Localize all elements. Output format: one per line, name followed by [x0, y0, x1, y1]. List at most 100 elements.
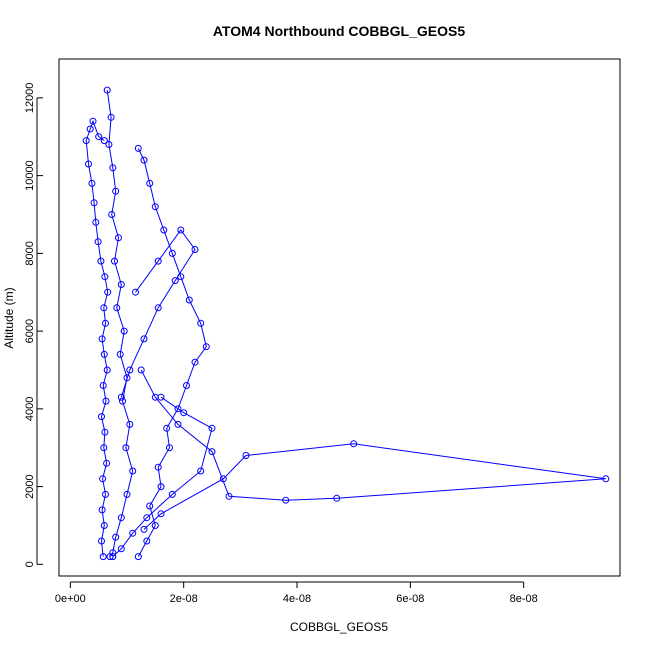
data-point	[143, 514, 151, 522]
data-point	[166, 444, 173, 452]
data-point	[219, 475, 227, 483]
data-point	[157, 510, 165, 518]
data-point	[177, 226, 185, 234]
data-point	[100, 522, 108, 529]
data-point	[132, 288, 139, 296]
data-point	[117, 393, 125, 401]
chart-title: ATOM4 Northbound COBBGL_GEOS5	[213, 23, 465, 39]
y-tick-label: 6000	[24, 319, 36, 343]
data-point	[225, 492, 233, 500]
data-point	[99, 382, 107, 389]
data-point	[191, 358, 199, 366]
data-point	[95, 133, 103, 141]
data-point	[82, 137, 90, 145]
data-point	[126, 420, 134, 428]
data-point	[98, 413, 105, 421]
data-point	[97, 257, 105, 265]
data-point	[102, 397, 110, 405]
data-point	[103, 86, 111, 94]
series-layer	[82, 86, 610, 561]
data-point	[174, 405, 182, 413]
data-point	[99, 553, 107, 561]
data-point	[120, 327, 128, 335]
data-point	[116, 350, 124, 358]
data-point	[98, 537, 105, 545]
series-line	[137, 148, 207, 557]
data-point	[140, 335, 148, 343]
data-point	[191, 246, 199, 253]
data-point	[117, 514, 125, 522]
data-point	[134, 144, 142, 152]
data-point	[151, 522, 159, 529]
data-point	[94, 238, 102, 246]
flight-segment	[82, 117, 112, 561]
data-point	[100, 304, 108, 312]
x-tick-label: 6e-08	[396, 593, 424, 605]
data-point	[180, 409, 188, 417]
data-point	[100, 444, 108, 452]
data-point	[123, 374, 131, 382]
data-point	[99, 475, 107, 483]
data-point	[122, 444, 130, 452]
x-axis: 0e+00 2e-08 4e-08 6e-08 8e-08	[55, 581, 538, 605]
y-tick-label: 12000	[24, 83, 36, 114]
data-point	[100, 350, 108, 358]
data-point	[154, 304, 162, 312]
data-point	[107, 113, 115, 121]
plot-area	[58, 58, 621, 577]
data-point	[90, 199, 98, 207]
data-point	[105, 141, 113, 148]
data-point	[183, 382, 190, 389]
data-point	[104, 288, 112, 296]
flight-segment	[134, 144, 210, 561]
data-point	[102, 490, 109, 498]
series-line	[140, 369, 606, 530]
data-point	[111, 257, 118, 265]
data-point	[168, 490, 176, 498]
data-point	[350, 440, 358, 448]
data-point	[109, 553, 117, 561]
data-point	[333, 494, 341, 502]
data-point	[197, 319, 205, 327]
flight-segment	[109, 393, 216, 561]
data-point	[140, 156, 148, 164]
x-tick-label: 0e+00	[55, 593, 86, 605]
data-point	[163, 424, 171, 432]
series-line	[112, 396, 213, 557]
y-axis: 0 2000 4000 6000 8000 10000 12000	[24, 83, 43, 567]
data-point	[101, 273, 109, 281]
data-point	[197, 467, 205, 475]
data-point	[88, 179, 96, 187]
data-point	[208, 448, 216, 456]
y-tick-label: 4000	[24, 397, 36, 421]
data-point	[185, 296, 193, 304]
data-point	[174, 420, 182, 428]
data-point	[108, 211, 116, 218]
data-point	[102, 319, 109, 327]
data-point	[85, 160, 92, 168]
data-point	[143, 537, 151, 545]
data-point	[129, 467, 137, 475]
data-point	[115, 234, 122, 242]
data-point	[129, 529, 137, 537]
data-point	[112, 533, 120, 541]
y-axis-label: Altitude (m)	[2, 287, 16, 348]
data-point	[160, 226, 168, 234]
data-point	[151, 203, 159, 211]
data-point	[168, 249, 176, 257]
data-point	[123, 490, 131, 498]
flight-segment	[117, 226, 199, 401]
y-tick-label: 10000	[24, 160, 36, 191]
y-tick-label: 2000	[24, 474, 36, 498]
data-point	[126, 366, 134, 374]
series-line	[120, 229, 196, 398]
data-point	[100, 137, 108, 145]
data-point	[117, 281, 125, 288]
x-tick-label: 2e-08	[170, 593, 198, 605]
data-point	[146, 179, 154, 187]
data-point	[92, 218, 100, 226]
data-point	[103, 366, 111, 374]
data-point	[98, 506, 106, 514]
data-point	[98, 335, 106, 343]
